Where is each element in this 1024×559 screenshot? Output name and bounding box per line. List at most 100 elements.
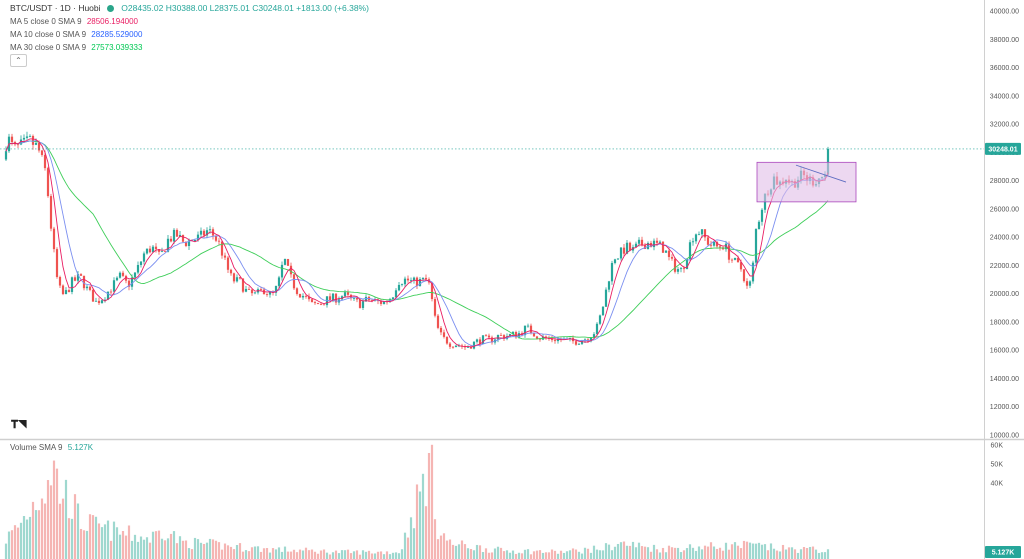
- volume-bar: [412, 528, 416, 559]
- chevron-up-icon[interactable]: ⌃: [10, 54, 27, 67]
- trendline-annotation: [795, 164, 847, 183]
- volume-bar: [397, 553, 401, 559]
- candle-body: [673, 258, 677, 272]
- candle-body: [331, 293, 335, 300]
- volume-bar: [493, 548, 497, 559]
- candle-body: [4, 151, 8, 160]
- volume-bar: [268, 552, 272, 559]
- candle-body: [64, 290, 68, 295]
- volume-bar: [70, 518, 74, 559]
- volume-bar: [103, 524, 107, 559]
- candle-body: [178, 234, 182, 237]
- ohlc-values: O28435.02 H30388.00 L28375.01 C30248.01 …: [121, 3, 369, 13]
- volume-bar: [646, 547, 650, 559]
- volume-bar: [136, 541, 140, 559]
- volume-bar: [13, 525, 17, 559]
- candle-body: [358, 299, 362, 308]
- candle-body: [172, 229, 176, 242]
- candle-body: [760, 209, 764, 222]
- candle-body: [409, 280, 413, 281]
- market-status-icon: [106, 5, 114, 12]
- candle-body: [91, 289, 95, 302]
- volume-bar: [625, 545, 629, 559]
- volume-bar: [685, 548, 689, 559]
- candle-body: [127, 280, 131, 287]
- candle-body: [679, 268, 683, 270]
- candle-body: [640, 239, 644, 246]
- volume-bar: [577, 551, 581, 559]
- volume-bar: [295, 552, 299, 559]
- candle-body: [592, 334, 596, 338]
- volume-bar: [610, 550, 614, 559]
- volume-bar: [388, 554, 392, 559]
- volume-bar: [271, 548, 275, 559]
- candle-body: [310, 299, 314, 303]
- candle-body: [43, 154, 47, 169]
- volume-bar: [289, 551, 293, 559]
- candle-body: [277, 277, 281, 286]
- candle-body: [403, 278, 407, 285]
- volume-bar: [172, 531, 176, 559]
- volume-bar: [763, 544, 767, 559]
- candle-body: [712, 241, 716, 246]
- volume-bar: [631, 541, 635, 559]
- candle-body: [442, 332, 446, 337]
- volume-bar: [82, 530, 86, 559]
- volume-bar: [64, 479, 68, 559]
- volume-bar: [628, 545, 632, 559]
- volume-bar: [769, 543, 773, 559]
- candle-body: [160, 251, 164, 253]
- volume-bar: [463, 544, 467, 559]
- candle-body: [751, 262, 755, 282]
- candle-body: [382, 301, 386, 304]
- volume-bar: [322, 549, 326, 559]
- volume-bar: [313, 551, 317, 559]
- candle-body: [34, 142, 38, 145]
- candle-body: [208, 229, 212, 231]
- volume-bar: [7, 531, 11, 559]
- candle-body: [313, 302, 317, 304]
- candle-body: [22, 137, 26, 140]
- candle-body: [136, 264, 140, 273]
- volume-bar: [52, 460, 56, 559]
- volume-bar: [661, 547, 665, 559]
- legend-ma30[interactable]: MA 30 close 0 SMA 9 27573.039333: [10, 43, 142, 52]
- volume-bar: [55, 468, 59, 559]
- candle-body: [445, 336, 449, 344]
- candle-body: [454, 345, 458, 348]
- candle-body: [628, 242, 632, 251]
- candle-body: [484, 335, 488, 337]
- candle-body: [139, 261, 143, 265]
- volume-bar: [583, 547, 587, 559]
- volume-bar: [202, 543, 206, 559]
- volume-bar: [358, 554, 362, 559]
- candle-body: [433, 299, 437, 316]
- legend-ma5[interactable]: MA 5 close 0 SMA 9 28506.194000: [10, 17, 138, 26]
- volume-bar: [211, 539, 215, 559]
- candle-body: [355, 297, 359, 300]
- volume-legend-label: Volume SMA 9: [10, 443, 63, 452]
- volume-bar: [343, 550, 347, 559]
- current-volume-badge: [985, 546, 1021, 558]
- volume-bar: [160, 538, 164, 559]
- candle-body: [622, 247, 626, 254]
- volume-bar: [88, 514, 92, 559]
- candle-body: [391, 297, 395, 300]
- volume-bar: [523, 549, 527, 559]
- price-axis-tick-label: 10000.00: [990, 433, 1019, 440]
- candle-body: [307, 296, 311, 300]
- price-axis-tick-label: 40000.00: [990, 9, 1019, 16]
- candle-body: [148, 248, 152, 253]
- volume-bar: [436, 539, 440, 559]
- candle-body: [25, 136, 29, 138]
- volume-bar: [85, 530, 89, 559]
- volume-bar: [715, 548, 719, 559]
- volume-bar: [691, 547, 695, 559]
- candle-body: [94, 300, 98, 302]
- volume-bar: [352, 551, 356, 559]
- volume-bar: [304, 547, 308, 559]
- legend-ma10[interactable]: MA 10 close 0 SMA 9 28285.529000: [10, 30, 142, 39]
- volume-bar: [484, 548, 488, 559]
- candle-body: [76, 274, 80, 281]
